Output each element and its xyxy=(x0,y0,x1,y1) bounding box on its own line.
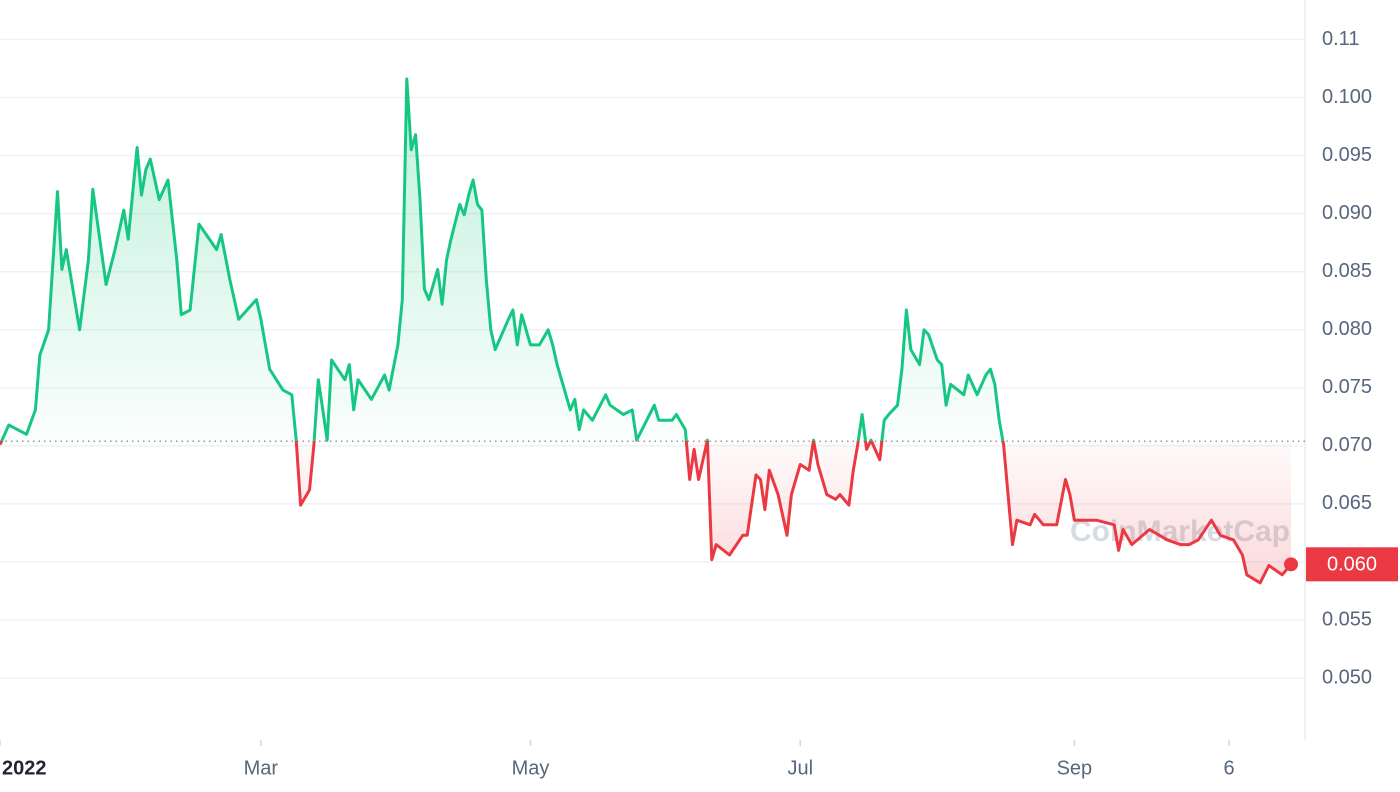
y-tick-label: 0.070 xyxy=(1322,434,1372,456)
area xyxy=(0,79,1291,583)
price-tag-label: 0.060 xyxy=(1327,554,1377,576)
y-tick-label: 0.065 xyxy=(1322,492,1372,514)
price-tag xyxy=(1306,547,1398,582)
y-tick-label: 0.100 xyxy=(1322,86,1372,108)
x-tick-label: 2022 xyxy=(2,757,47,779)
y-tick-label: 0.050 xyxy=(1322,666,1372,688)
x-tick-label: Jul xyxy=(787,757,813,779)
y-tick-label: 0.075 xyxy=(1322,376,1372,398)
y-tick-label: 0.090 xyxy=(1322,202,1372,224)
last-point xyxy=(1284,557,1298,572)
price-line xyxy=(0,77,1293,585)
x-tick-label: 6 xyxy=(1224,757,1235,779)
y-tick-label: 0.085 xyxy=(1322,260,1372,282)
y-tick-label: 0.080 xyxy=(1322,318,1372,340)
x-tick-label: Sep xyxy=(1057,757,1093,779)
x-tick-label: May xyxy=(512,757,550,779)
y-tick-label: 0.11 xyxy=(1322,28,1359,50)
x-tick-label: Mar xyxy=(244,757,279,779)
y-tick-label: 0.055 xyxy=(1322,608,1372,630)
y-tick-label: 0.095 xyxy=(1322,144,1372,166)
